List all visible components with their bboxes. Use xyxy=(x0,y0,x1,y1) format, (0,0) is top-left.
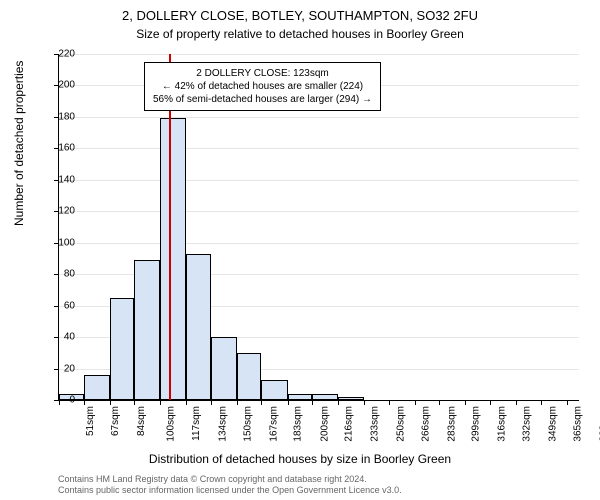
x-tick-label: 167sqm xyxy=(269,406,280,442)
histogram-bar xyxy=(261,380,287,400)
x-tick-label: 250sqm xyxy=(396,406,407,442)
y-tick-label: 80 xyxy=(45,269,75,280)
x-tick-mark xyxy=(84,400,85,405)
y-axis-label: Number of detached properties xyxy=(12,61,26,226)
x-tick-label: 84sqm xyxy=(136,406,147,436)
x-tick-mark xyxy=(110,400,111,405)
annotation-box: 2 DOLLERY CLOSE: 123sqm ← 42% of detache… xyxy=(144,62,381,111)
grid-line xyxy=(59,148,579,149)
x-tick-label: 332sqm xyxy=(522,406,533,442)
y-tick-label: 200 xyxy=(45,80,75,91)
histogram-bar xyxy=(110,298,135,400)
y-tick-label: 120 xyxy=(45,206,75,217)
x-tick-label: 266sqm xyxy=(420,406,431,442)
x-tick-mark xyxy=(567,400,568,405)
x-tick-label: 349sqm xyxy=(548,406,559,442)
x-tick-mark xyxy=(261,400,262,405)
y-tick-label: 60 xyxy=(45,300,75,311)
x-tick-label: 100sqm xyxy=(166,406,177,442)
x-tick-mark xyxy=(364,400,365,405)
grid-line xyxy=(59,54,579,55)
chart-subtitle: Size of property relative to detached ho… xyxy=(0,25,600,41)
x-tick-label: 150sqm xyxy=(242,406,253,442)
x-tick-label: 51sqm xyxy=(85,406,96,436)
x-tick-label: 183sqm xyxy=(293,406,304,442)
x-tick-mark xyxy=(134,400,135,405)
y-tick-label: 0 xyxy=(45,395,75,406)
footer: Contains HM Land Registry data © Crown c… xyxy=(58,474,402,496)
x-tick-mark xyxy=(439,400,440,405)
x-tick-mark xyxy=(490,400,491,405)
x-tick-label: 299sqm xyxy=(471,406,482,442)
histogram-bar xyxy=(160,118,186,400)
x-tick-label: 134sqm xyxy=(218,406,229,442)
histogram-bar xyxy=(211,337,237,400)
annotation-line2: ← 42% of detached houses are smaller (22… xyxy=(153,80,372,93)
x-axis-label: Distribution of detached houses by size … xyxy=(0,452,600,466)
x-tick-mark xyxy=(338,400,339,405)
x-tick-mark xyxy=(186,400,187,405)
x-tick-label: 216sqm xyxy=(344,406,355,442)
x-tick-mark xyxy=(541,400,542,405)
x-tick-label: 67sqm xyxy=(110,406,121,436)
grid-line xyxy=(59,211,579,212)
x-tick-label: 200sqm xyxy=(319,406,330,442)
x-tick-mark xyxy=(465,400,466,405)
grid-line xyxy=(59,243,579,244)
histogram-bar xyxy=(134,260,160,400)
x-tick-label: 283sqm xyxy=(446,406,457,442)
x-tick-label: 117sqm xyxy=(191,406,202,441)
y-tick-label: 100 xyxy=(45,237,75,248)
histogram-bar xyxy=(338,397,364,400)
x-tick-label: 233sqm xyxy=(370,406,381,442)
annotation-line3: 56% of semi-detached houses are larger (… xyxy=(153,93,372,106)
y-tick-label: 40 xyxy=(45,332,75,343)
x-tick-mark xyxy=(415,400,416,405)
x-tick-mark xyxy=(237,400,238,405)
histogram-bar xyxy=(288,394,313,400)
x-tick-mark xyxy=(160,400,161,405)
annotation-line1: 2 DOLLERY CLOSE: 123sqm xyxy=(153,67,372,80)
footer-line1: Contains HM Land Registry data © Crown c… xyxy=(58,474,402,485)
grid-line xyxy=(59,180,579,181)
plot-area: 51sqm67sqm84sqm100sqm117sqm134sqm150sqm1… xyxy=(58,54,579,401)
chart-container: 2, DOLLERY CLOSE, BOTLEY, SOUTHAMPTON, S… xyxy=(0,0,600,500)
footer-line2: Contains public sector information licen… xyxy=(58,485,402,496)
histogram-bar xyxy=(237,353,262,400)
x-tick-label: 316sqm xyxy=(497,406,508,442)
y-tick-label: 180 xyxy=(45,111,75,122)
y-tick-label: 220 xyxy=(45,49,75,60)
y-tick-label: 160 xyxy=(45,143,75,154)
y-tick-label: 20 xyxy=(45,363,75,374)
chart-title: 2, DOLLERY CLOSE, BOTLEY, SOUTHAMPTON, S… xyxy=(0,0,600,25)
histogram-bar xyxy=(186,254,211,400)
histogram-bar xyxy=(84,375,110,400)
x-tick-mark xyxy=(312,400,313,405)
x-tick-mark xyxy=(389,400,390,405)
y-tick-label: 140 xyxy=(45,174,75,185)
x-tick-label: 365sqm xyxy=(572,406,583,442)
histogram-bar xyxy=(312,394,338,400)
grid-line xyxy=(59,117,579,118)
x-tick-mark xyxy=(516,400,517,405)
x-tick-mark xyxy=(288,400,289,405)
x-tick-mark xyxy=(211,400,212,405)
